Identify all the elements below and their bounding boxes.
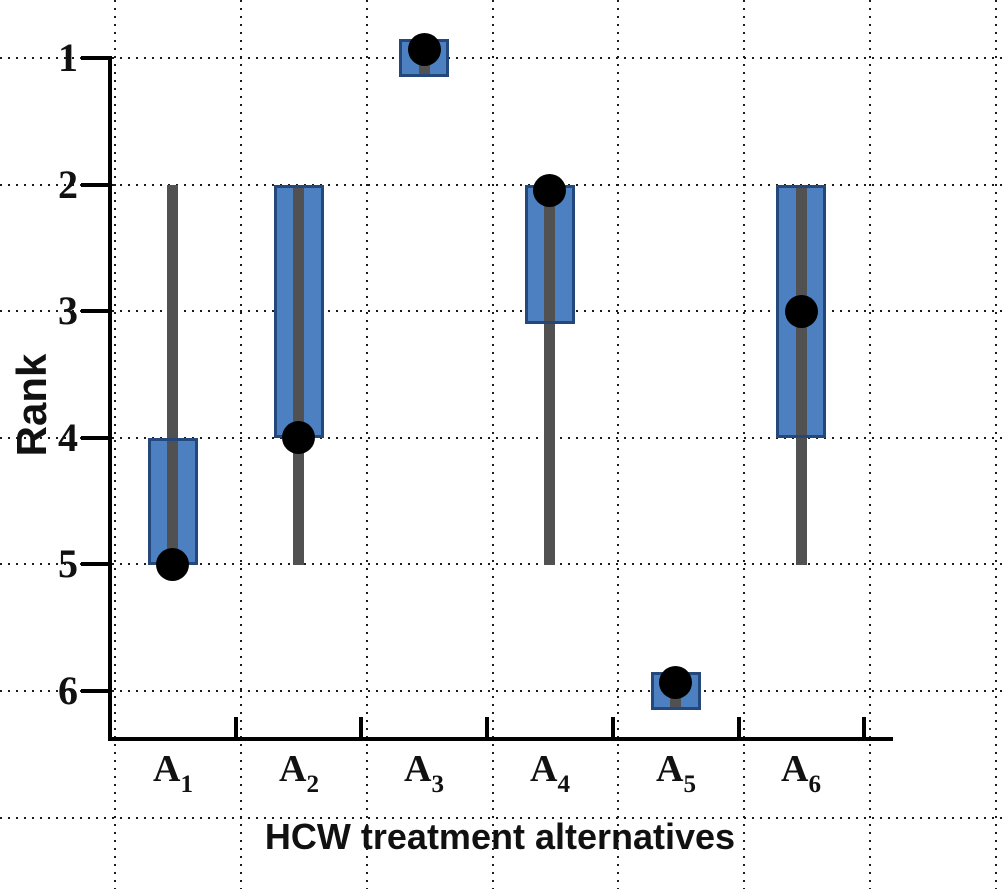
y-tick	[81, 56, 108, 60]
category-label-base: A	[530, 748, 558, 790]
box-whisker	[544, 185, 555, 565]
category-label-subscript: 4	[557, 771, 570, 799]
x-axis-title: HCW treatment alternatives	[264, 816, 736, 857]
mean-dot	[533, 174, 566, 207]
y-tick	[81, 689, 108, 693]
x-tick	[234, 717, 238, 737]
y-tick-label: 2	[58, 162, 78, 207]
x-tick	[485, 717, 489, 737]
v-gridline	[114, 0, 116, 889]
x-category-label: A2	[236, 746, 362, 799]
box-border	[148, 438, 198, 565]
v-gridline	[366, 0, 368, 889]
y-tick-label: 1	[58, 35, 78, 80]
x-tick	[611, 717, 615, 737]
mean-dot	[408, 33, 441, 66]
category-label-subscript: 3	[431, 771, 444, 799]
h-gridline	[0, 184, 1008, 186]
y-tick-label: 3	[58, 288, 78, 333]
h-gridline	[0, 310, 1008, 312]
mean-dot	[282, 421, 315, 454]
mean-dot	[785, 295, 818, 328]
mean-dot	[156, 548, 189, 581]
x-category-label: A6	[738, 746, 864, 799]
v-gridline	[240, 0, 242, 889]
category-label-base: A	[404, 748, 432, 790]
h-gridline	[0, 57, 1008, 59]
h-gridline	[0, 437, 1008, 439]
h-gridline	[0, 563, 1008, 565]
x-tick	[359, 717, 363, 737]
category-label-base: A	[781, 748, 809, 790]
x-axis-line	[108, 737, 893, 741]
y-tick	[81, 183, 108, 187]
category-label-subscript: 6	[808, 771, 821, 799]
v-gridline	[869, 0, 871, 889]
y-tick-label: 6	[58, 668, 78, 713]
y-tick	[81, 309, 108, 313]
x-tick	[737, 717, 741, 737]
box-border	[274, 185, 324, 438]
y-tick	[81, 562, 108, 566]
box-whisker	[167, 185, 178, 565]
y-tick	[81, 436, 108, 440]
v-gridline	[617, 0, 619, 889]
mean-dot	[659, 666, 692, 699]
v-gridline	[492, 0, 494, 889]
category-label-subscript: 5	[683, 771, 696, 799]
x-category-label: A5	[613, 746, 739, 799]
x-category-label: A1	[110, 746, 236, 799]
x-category-label: A3	[361, 746, 487, 799]
h-gridline	[0, 690, 1008, 692]
x-category-label: A4	[487, 746, 613, 799]
y-tick-label: 5	[58, 541, 78, 586]
category-label-base: A	[153, 748, 181, 790]
h-gridline	[0, 817, 1008, 819]
y-tick-label: 4	[58, 415, 78, 460]
x-tick	[862, 717, 866, 737]
y-axis-line	[108, 56, 112, 741]
v-gridline	[995, 0, 997, 889]
box-border	[776, 185, 826, 438]
v-gridline	[743, 0, 745, 889]
box-whisker	[796, 185, 807, 565]
category-label-subscript: 2	[306, 771, 319, 799]
category-label-base: A	[656, 748, 684, 790]
category-label-subscript: 1	[180, 771, 193, 799]
box-whisker	[293, 185, 304, 565]
category-label-base: A	[279, 748, 307, 790]
